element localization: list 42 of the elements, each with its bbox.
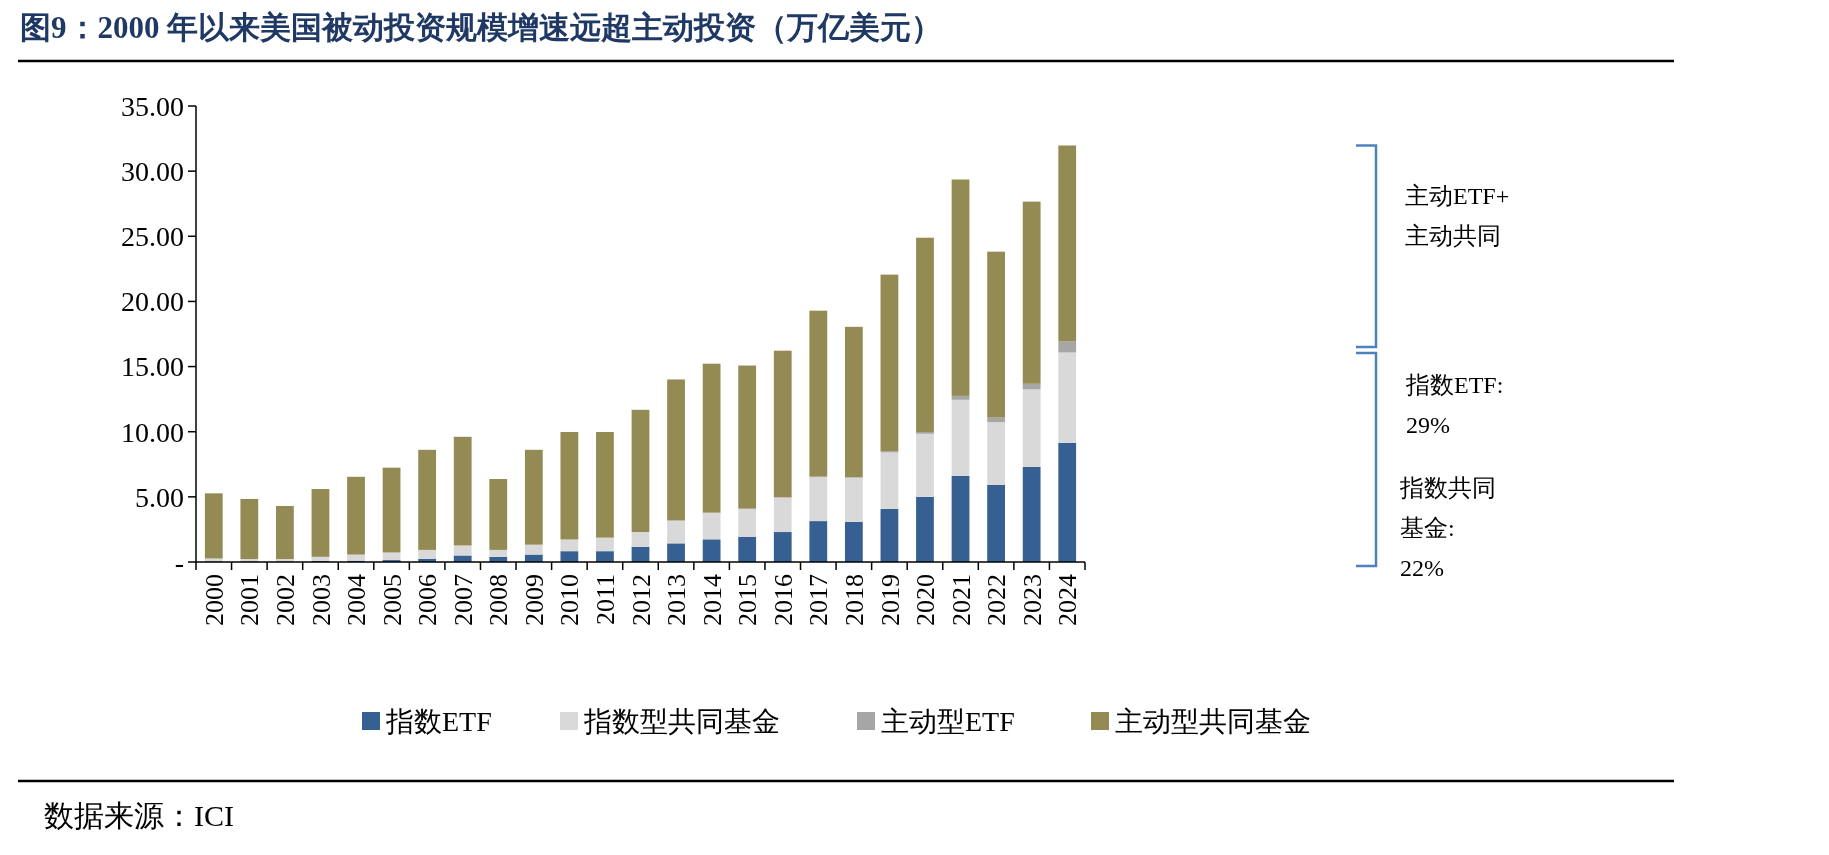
text: 主动ETF+ 主动共同 xyxy=(1405,183,1510,249)
x-tick-label: 2008 xyxy=(484,574,514,626)
x-tick-label: 2003 xyxy=(306,574,336,626)
y-tick-label: 5.00 xyxy=(135,481,184,513)
x-tick-label: 2012 xyxy=(626,574,656,626)
x-tick-label: 2007 xyxy=(448,574,478,626)
x-tick-label: 2005 xyxy=(377,574,407,626)
x-tick-label: 2021 xyxy=(946,574,976,626)
x-tick-label: 2006 xyxy=(413,574,443,626)
x-tick-label: 2023 xyxy=(1017,574,1047,626)
x-tick-label: 2016 xyxy=(768,574,798,626)
x-tick-label: 2010 xyxy=(555,574,585,626)
x-tick-label: 2001 xyxy=(235,574,265,626)
legend-label: 主动型共同基金 xyxy=(1115,705,1311,737)
y-tick-label: 15.00 xyxy=(121,351,184,383)
text: 指数ETF: 29% xyxy=(1405,372,1504,438)
legend-label: 指数ETF xyxy=(385,705,492,737)
x-tick-label: 2022 xyxy=(982,574,1012,626)
y-tick-label: 20.00 xyxy=(121,286,184,318)
y-tick-label: 10.00 xyxy=(121,416,184,448)
x-tick-label: 2011 xyxy=(591,574,621,626)
source-note: 数据来源：ICI xyxy=(44,799,234,832)
x-tick-label: 2002 xyxy=(271,574,300,626)
chart-title: 图9：2000 年以来美国被动投资规模增速远超主动投资（万亿美元） xyxy=(20,10,943,45)
x-tick-label: 2018 xyxy=(839,574,869,626)
x-tick-label: 2014 xyxy=(697,574,727,626)
x-tick-label: 2017 xyxy=(804,574,834,626)
y-tick-label: 30.00 xyxy=(121,155,184,187)
x-tick-label: 2019 xyxy=(875,574,905,626)
x-tick-label: 2000 xyxy=(199,574,229,626)
x-tick-label: 2004 xyxy=(342,574,372,626)
x-tick-label: 2013 xyxy=(662,574,692,626)
text: 指数共同基金: 22% xyxy=(1399,475,1496,581)
x-tick-label: 2024 xyxy=(1053,574,1083,626)
x-tick-label: 2020 xyxy=(911,574,941,626)
x-tick-label: 2015 xyxy=(733,574,763,626)
y-tick-label: 25.00 xyxy=(121,221,184,253)
legend-label: 指数型共同基金 xyxy=(583,705,780,737)
y-tick-label: - xyxy=(174,546,184,578)
x-tick-label: 2009 xyxy=(519,574,549,626)
y-tick-label: 35.00 xyxy=(121,90,184,122)
legend-label: 主动型ETF xyxy=(881,705,1015,737)
